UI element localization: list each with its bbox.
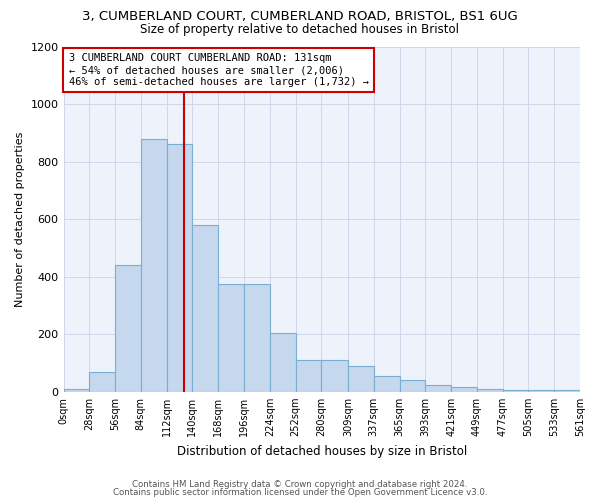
Bar (400, 380, 425, 392)
Bar (374, 376, 400, 392)
Bar (244, 284, 270, 392)
Y-axis label: Number of detached properties: Number of detached properties (15, 132, 25, 307)
Bar (167, 144, 193, 392)
Text: 3, CUMBERLAND COURT, CUMBERLAND ROAD, BRISTOL, BS1 6UG: 3, CUMBERLAND COURT, CUMBERLAND ROAD, BR… (82, 10, 518, 23)
Bar (218, 284, 244, 392)
Bar (322, 360, 348, 392)
Bar (193, 225, 218, 392)
Bar (425, 384, 451, 392)
Text: Contains public sector information licensed under the Open Government Licence v3: Contains public sector information licen… (113, 488, 487, 497)
X-axis label: Distribution of detached houses by size in Bristol: Distribution of detached houses by size … (176, 444, 467, 458)
Bar (64, 389, 89, 392)
Bar (503, 390, 529, 392)
Text: Contains HM Land Registry data © Crown copyright and database right 2024.: Contains HM Land Registry data © Crown c… (132, 480, 468, 489)
Bar (270, 333, 296, 392)
Bar (451, 388, 477, 392)
Bar (89, 372, 115, 392)
Bar (529, 390, 554, 392)
Bar (115, 265, 141, 392)
Bar (554, 390, 580, 392)
Bar (348, 366, 374, 392)
Text: 3 CUMBERLAND COURT CUMBERLAND ROAD: 131sqm
← 54% of detached houses are smaller : 3 CUMBERLAND COURT CUMBERLAND ROAD: 131s… (69, 54, 369, 86)
Bar (296, 360, 322, 392)
Bar (477, 389, 503, 392)
Text: Size of property relative to detached houses in Bristol: Size of property relative to detached ho… (140, 22, 460, 36)
Bar (141, 138, 167, 392)
